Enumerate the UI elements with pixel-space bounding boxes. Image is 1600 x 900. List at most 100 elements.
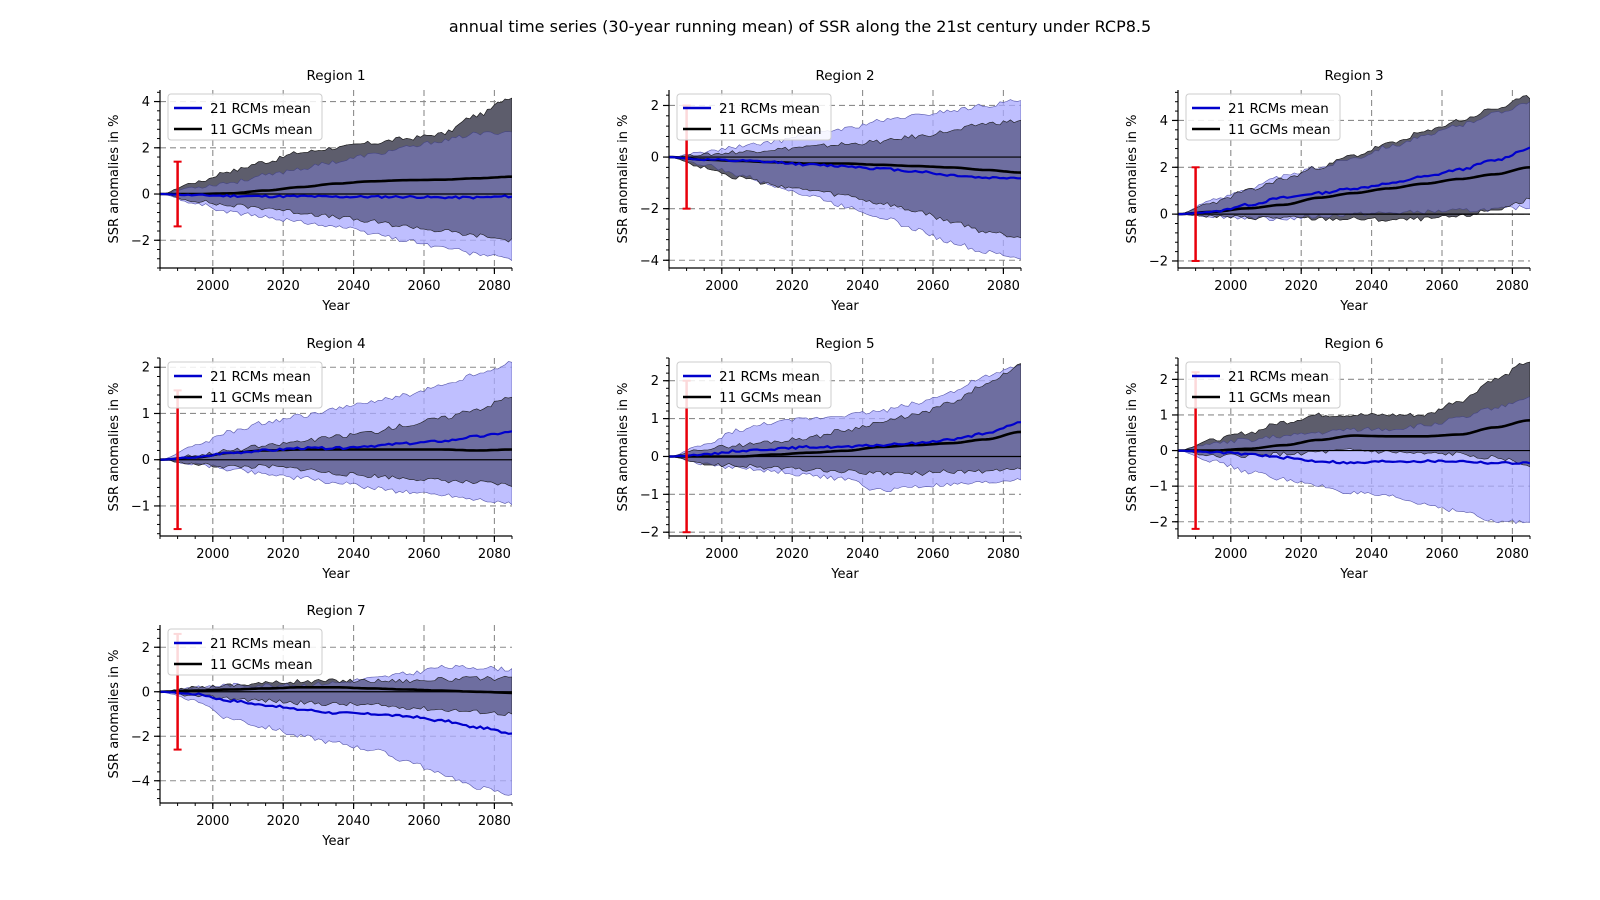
legend-box	[676, 361, 832, 409]
x-tick-label: 2040	[1355, 279, 1388, 294]
gcm-overlap-band	[160, 97, 512, 243]
gcm-overlap-band	[1178, 95, 1530, 222]
rcm-mean-line	[160, 192, 512, 200]
legend-label: 21 RCMs mean	[1228, 101, 1329, 117]
rcm-mean-line	[669, 156, 1021, 180]
gcm-overlap-band	[669, 119, 1021, 239]
legend-box	[167, 93, 323, 141]
legend-label: 11 GCMs mean	[210, 390, 313, 406]
legend: 21 RCMs mean 11 GCMs mean	[167, 628, 323, 676]
legend-label: 21 RCMs mean	[210, 636, 311, 652]
bands	[669, 99, 1021, 260]
legend: 21 RCMs mean 11 GCMs mean	[1185, 93, 1341, 141]
x-tick-label: 2000	[705, 279, 738, 294]
legend-label: 21 RCMs mean	[210, 101, 311, 117]
x-tick-label: 2060	[1425, 547, 1458, 562]
y-tick-label: −4	[131, 774, 150, 789]
rcm-mean-line	[160, 690, 512, 735]
gcm-overlap-band	[160, 396, 512, 487]
y-tick-label: −4	[640, 254, 659, 269]
rcm-spread-band	[669, 364, 1021, 493]
x-tick-label: 2000	[196, 279, 229, 294]
legend: 21 RCMs mean 11 GCMs mean	[676, 361, 832, 409]
legend-label: 11 GCMs mean	[210, 122, 313, 138]
legend-box	[167, 361, 323, 409]
x-tick-label: 2060	[916, 279, 949, 294]
x-tick-label: 2080	[1496, 279, 1529, 294]
y-tick-label: 0	[1160, 208, 1168, 223]
y-tick-label: −2	[640, 526, 659, 541]
x-axis-label: Year	[321, 567, 350, 582]
y-tick-label: −1	[131, 499, 150, 514]
y-tick-label: 2	[142, 641, 150, 656]
legend: 21 RCMs mean 11 GCMs mean	[167, 361, 323, 409]
x-tick-label: 2040	[846, 547, 879, 562]
y-axis-label: SSR anomalies in %	[616, 115, 631, 244]
legend: 21 RCMs mean 11 GCMs mean	[1185, 361, 1341, 409]
x-axis-label: Year	[830, 567, 859, 582]
rcm-spread-band	[160, 664, 512, 796]
x-tick-label: 2000	[196, 547, 229, 562]
rcm-spread-band	[1178, 396, 1530, 525]
chart-panel-2: Region 2 2000 2020 2040 2060 2080 −4 −2 0 2 Year SS…	[616, 68, 1022, 314]
legend-label: 21 RCMs mean	[719, 369, 820, 385]
x-axis-label: Year	[830, 299, 859, 314]
x-tick-label: 2080	[1496, 547, 1529, 562]
x-tick-label: 2080	[478, 547, 511, 562]
x-axis-label: Year	[1339, 567, 1368, 582]
y-tick-label: 1	[142, 407, 150, 422]
x-tick-label: 2000	[1214, 547, 1247, 562]
y-tick-label: 2	[1160, 373, 1168, 388]
bands	[160, 97, 512, 261]
bands	[669, 363, 1021, 493]
x-tick-label: 2020	[776, 279, 809, 294]
panel-title: Region 4	[306, 336, 365, 352]
y-tick-label: 0	[142, 685, 150, 700]
legend-box	[167, 628, 323, 676]
x-tick-label: 2020	[1285, 547, 1318, 562]
y-tick-label: −2	[1149, 254, 1168, 269]
chart-panel-6: Region 6 2000 2020 2040 2060 2080 −2 −1 0 1 2 Year S…	[1125, 336, 1531, 582]
y-axis-label: SSR anomalies in %	[1125, 115, 1140, 244]
panel-title: Region 6	[1324, 336, 1383, 352]
legend-label: 11 GCMs mean	[719, 390, 822, 406]
gcm-mean-line	[1178, 419, 1530, 452]
legend-box	[1185, 361, 1341, 409]
y-tick-label: −1	[1149, 480, 1168, 495]
y-tick-label: 2	[651, 99, 659, 114]
x-tick-label: 2080	[478, 814, 511, 829]
y-tick-label: 2	[142, 141, 150, 156]
y-tick-label: 1	[1160, 408, 1168, 423]
x-tick-label: 2040	[846, 279, 879, 294]
bands	[1178, 95, 1530, 222]
chart-panel-1: Region 1 2000 2020 2040 2060 2080 −2 0 2 4 Year SSR…	[107, 68, 513, 314]
x-tick-label: 2080	[987, 279, 1020, 294]
rcm-mean-line	[1178, 146, 1530, 216]
y-tick-label: 4	[1160, 114, 1168, 129]
x-tick-label: 2020	[267, 279, 300, 294]
y-tick-label: 1	[651, 412, 659, 427]
x-tick-label: 2040	[1355, 547, 1388, 562]
y-tick-label: 0	[651, 151, 659, 166]
bands	[1178, 361, 1530, 525]
figure-title: annual time series (30-year running mean…	[449, 17, 1151, 36]
chart-panel-4: Region 4 2000 2020 2040 2060 2080 −1 0 1 2 Year SSR…	[107, 336, 513, 582]
x-tick-label: 2020	[267, 814, 300, 829]
y-axis-label: SSR anomalies in %	[616, 383, 631, 512]
y-tick-label: 4	[142, 95, 150, 110]
x-tick-label: 2020	[267, 547, 300, 562]
y-tick-label: 0	[651, 450, 659, 465]
x-tick-label: 2020	[776, 547, 809, 562]
y-axis-label: SSR anomalies in %	[107, 650, 122, 779]
rcm-mean-line	[1178, 449, 1530, 466]
y-tick-label: −1	[640, 488, 659, 503]
legend-label: 11 GCMs mean	[210, 657, 313, 673]
x-tick-label: 2040	[337, 547, 370, 562]
legend: 21 RCMs mean 11 GCMs mean	[676, 93, 832, 141]
legend-label: 21 RCMs mean	[1228, 369, 1329, 385]
x-tick-label: 2000	[196, 814, 229, 829]
y-tick-label: −2	[131, 730, 150, 745]
y-tick-label: 2	[142, 361, 150, 376]
legend: 21 RCMs mean 11 GCMs mean	[167, 93, 323, 141]
